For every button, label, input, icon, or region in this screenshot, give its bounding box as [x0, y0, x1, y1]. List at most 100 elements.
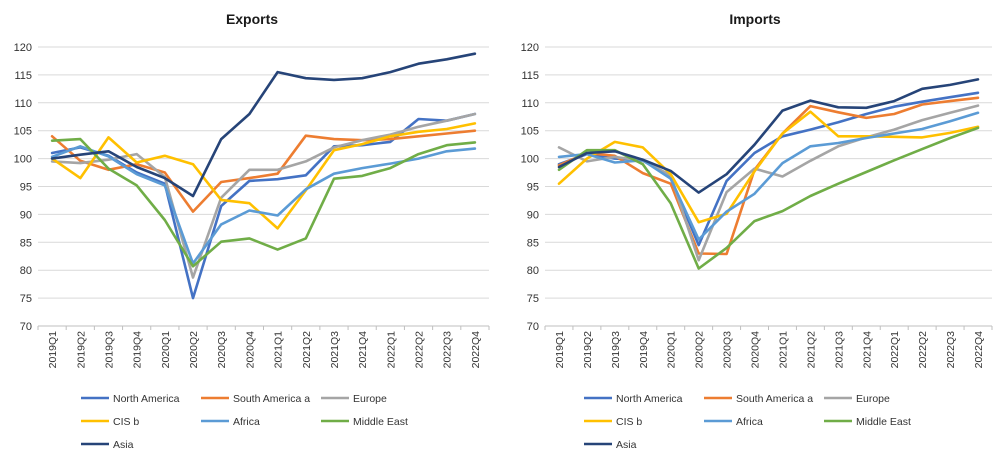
series-line-europe	[50, 112, 477, 279]
x-tick-label: 2022Q1	[385, 331, 397, 369]
legend-item: Europe	[824, 393, 890, 405]
series-line-europe	[557, 104, 980, 262]
legend-item: North America	[81, 393, 180, 405]
x-tick-label: 2022Q3	[442, 331, 454, 369]
legend-label: North America	[616, 393, 683, 405]
series-line-asia	[50, 52, 477, 198]
x-tick-label: 2019Q1	[554, 331, 566, 369]
x-tick-label: 2022Q1	[889, 331, 901, 369]
y-tick-label: 115	[521, 70, 539, 82]
legend-label: CIS b	[616, 416, 642, 428]
y-tick-label: 120	[521, 42, 539, 54]
series-line-cis-b	[557, 110, 980, 224]
legend-item: Africa	[201, 416, 260, 428]
x-tick-label: 2020Q3	[722, 331, 734, 369]
x-tick-label: 2021Q4	[357, 331, 369, 369]
x-tick-label: 2019Q2	[582, 331, 594, 369]
legend-label: Asia	[113, 439, 134, 451]
x-tick-label: 2021Q4	[861, 331, 873, 369]
legend-item: South America a	[201, 393, 310, 405]
x-tick-label: 2021Q1	[777, 331, 789, 369]
y-tick-label: 90	[527, 209, 539, 221]
y-tick-label: 120	[14, 42, 32, 54]
y-tick-label: 90	[20, 209, 32, 221]
y-tick-label: 115	[14, 70, 32, 82]
y-tick-label: 80	[527, 265, 539, 277]
legend-label: Europe	[353, 393, 387, 405]
x-tick-label: 2020Q1	[666, 331, 678, 369]
x-tick-label: 2021Q2	[301, 331, 313, 369]
x-tick-label: 2021Q3	[329, 331, 341, 369]
x-tick-label: 2022Q4	[470, 331, 482, 369]
x-tick-label: 2021Q3	[833, 331, 845, 369]
legend-item: Asia	[81, 439, 134, 451]
legend-item: South America a	[704, 393, 813, 405]
series-line-north-america	[557, 91, 980, 247]
y-tick-label: 75	[20, 293, 32, 305]
x-tick-label: 2019Q4	[638, 331, 650, 369]
legend-item: CIS b	[81, 416, 139, 428]
legend-item: Asia	[584, 439, 637, 451]
y-tick-label: 100	[14, 154, 32, 166]
x-tick-label: 2022Q3	[945, 331, 957, 369]
x-tick-label: 2020Q2	[694, 331, 706, 369]
x-tick-label: 2019Q2	[75, 331, 87, 369]
y-tick-label: 85	[20, 237, 32, 249]
series-line-middle-east	[557, 126, 980, 270]
x-tick-label: 2019Q1	[47, 331, 59, 369]
x-tick-label: 2019Q3	[610, 331, 622, 369]
legend-label: South America a	[736, 393, 813, 405]
legend-item: Middle East	[321, 416, 408, 428]
chart-panel-exports: Exports 70 75 80 85 90 95 100 105 110 115 120 2019Q1…	[14, 11, 490, 451]
x-tick-label: 2019Q3	[103, 331, 115, 369]
x-tick-label: 2020Q1	[160, 331, 172, 369]
x-tick-label: 2022Q2	[917, 331, 929, 369]
chart-title: Exports	[226, 11, 278, 27]
x-tick-label: 2020Q4	[750, 331, 762, 369]
x-tick-label: 2021Q1	[273, 331, 285, 369]
y-tick-label: 70	[527, 321, 539, 333]
y-tick-label: 85	[527, 237, 539, 249]
x-tick-label: 2021Q2	[805, 331, 817, 369]
legend-label: Middle East	[353, 416, 408, 428]
legend-item: Middle East	[824, 416, 911, 428]
legend-label: CIS b	[113, 416, 139, 428]
y-tick-label: 70	[20, 321, 32, 333]
legend-item: North America	[584, 393, 683, 405]
x-tick-label: 2020Q2	[188, 331, 200, 369]
chart-title: Imports	[729, 11, 781, 27]
legend-label: Europe	[856, 393, 890, 405]
chart-panel-imports: Imports 70 75 80 85 90 95 100 105 110 115 120 2019Q1…	[521, 11, 993, 451]
legend-label: Middle East	[856, 416, 911, 428]
x-tick-label: 2022Q2	[414, 331, 426, 369]
y-tick-label: 105	[521, 126, 539, 138]
y-tick-label: 100	[521, 154, 539, 166]
y-tick-label: 95	[20, 182, 32, 194]
x-tick-label: 2022Q4	[973, 331, 985, 369]
legend-label: North America	[113, 393, 180, 405]
x-tick-label: 2020Q4	[244, 331, 256, 369]
series-line-asia	[557, 78, 980, 194]
series-line-africa	[50, 145, 477, 265]
series-line-middle-east	[50, 137, 477, 268]
legend-label: Asia	[616, 439, 637, 451]
series-line-africa	[557, 111, 980, 241]
series-line-south-america-a	[50, 129, 477, 213]
y-tick-label: 110	[521, 98, 539, 110]
x-tick-label: 2020Q3	[216, 331, 228, 369]
y-tick-label: 95	[527, 182, 539, 194]
y-tick-label: 75	[527, 293, 539, 305]
legend-label: South America a	[233, 393, 310, 405]
y-tick-label: 110	[14, 98, 32, 110]
y-tick-label: 105	[14, 126, 32, 138]
y-tick-label: 80	[20, 265, 32, 277]
legend-item: Africa	[704, 416, 763, 428]
legend-item: CIS b	[584, 416, 642, 428]
legend-item: Europe	[321, 393, 387, 405]
legend-label: Africa	[736, 416, 763, 428]
x-tick-label: 2019Q4	[132, 331, 144, 369]
legend-label: Africa	[233, 416, 260, 428]
series-line-cis-b	[50, 122, 477, 230]
